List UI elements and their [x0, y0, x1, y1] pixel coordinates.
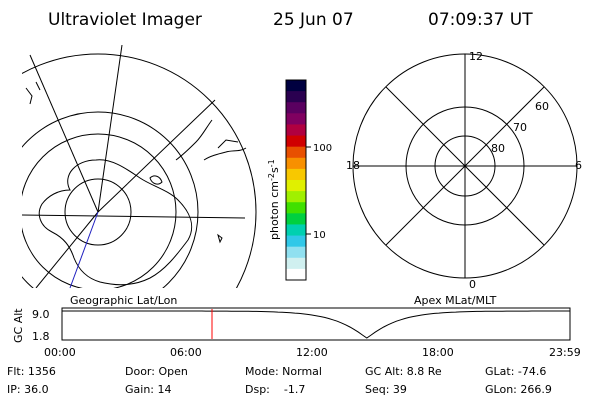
island-coast: [149, 175, 223, 244]
lat-circle-inner: [22, 133, 177, 288]
time-tick-2359: 23:59: [549, 346, 581, 359]
status-panel: Flt: 1356 Door: Open Mode: Normal GC Alt…: [7, 365, 552, 396]
africa-coast: [25, 81, 41, 105]
instrument-title: Ultraviolet Imager: [48, 10, 202, 30]
ip-value: IP: 36.0: [7, 383, 49, 396]
altitude-plot-frame: [61, 307, 571, 341]
lat-circle-outer: [22, 53, 257, 288]
time-tick-0600: 06:00: [170, 346, 202, 359]
geographic-map: Geographic Lat/Lon: [22, 45, 257, 307]
alt-tick-1-8: 1.8: [32, 330, 50, 343]
apex-caption: Apex MLat/MLT: [414, 294, 497, 307]
colorbar: 100 10 photon cm-2s-1: [267, 79, 332, 281]
door-status: Door: Open: [125, 365, 188, 378]
colorbar-swatch: [286, 224, 306, 237]
colorbar-swatch: [286, 202, 306, 214]
colorbar-swatch: [286, 268, 306, 281]
south-america-coast: [175, 119, 247, 161]
dsp-value: Dsp: -1.7: [245, 383, 305, 396]
time-tick-1200: 12:00: [296, 346, 328, 359]
colorbar-swatch: [286, 135, 306, 148]
time-tick-1800: 18:00: [422, 346, 454, 359]
colorbar-swatch: [286, 146, 306, 159]
time-label: 07:09:37 UT: [428, 10, 533, 30]
meridian-horizontal: [22, 214, 246, 219]
satellite-track: [69, 211, 99, 289]
mlat-label-80: 80: [491, 142, 505, 155]
apex-polar-plot: [352, 53, 578, 279]
geographic-latitude: GLat: -74.6: [485, 365, 546, 378]
colorbar-swatch: [286, 246, 306, 259]
mlt-diagonal-2: [385, 86, 545, 246]
colorbar-swatch: [286, 257, 306, 270]
lat-circle-pole: [64, 178, 132, 246]
sequence-number: Seq: 39: [365, 383, 407, 396]
mlat-label-60: 60: [535, 100, 549, 113]
gain-value: Gain: 14: [125, 383, 172, 396]
meridian-upper: [97, 45, 123, 213]
geographic-caption: Geographic Lat/Lon: [70, 294, 177, 307]
date-label: 25 Jun 07: [273, 10, 354, 30]
colorbar-unit-label: photon cm-2s-1: [267, 159, 281, 240]
mlt-label-18: 18: [346, 159, 360, 172]
altitude-curve: [62, 310, 570, 339]
colorbar-tick-label-100: 100: [313, 143, 332, 154]
meridian-lower-left: [35, 211, 99, 288]
colorbar-swatch: [286, 91, 306, 103]
colorbar-frame: [285, 79, 307, 281]
time-tick-0000: 00:00: [44, 346, 76, 359]
colorbar-swatch: [286, 180, 306, 192]
colorbar-swatch: [286, 102, 306, 114]
flight-number: Flt: 1356: [7, 365, 56, 378]
colorbar-swatch: [286, 191, 306, 203]
colorbar-swatch: [286, 80, 306, 92]
altitude-timeline: GC Alt 9.0 1.8 00:00 06:00 12:00 18:00 2…: [12, 307, 581, 359]
colorbar-swatch: [286, 113, 306, 125]
mlt-label-6: 6: [575, 159, 582, 172]
lat-circle-mid: [22, 111, 199, 288]
colorbar-swatch: [286, 235, 306, 248]
colorbar-swatch: [286, 213, 306, 225]
mode-status: Mode: Normal: [245, 365, 322, 378]
colorbar-swatch: [286, 157, 306, 170]
colorbar-tick-label-10: 10: [313, 230, 326, 241]
meridian-upper-right: [97, 99, 216, 213]
mlat-label-70: 70: [513, 121, 527, 134]
alt-tick-9: 9.0: [32, 308, 50, 321]
altitude-axis-label: GC Alt: [12, 308, 25, 343]
colorbar-swatch: [286, 124, 306, 137]
gc-altitude: GC Alt: 8.8 Re: [365, 365, 442, 378]
mlt-label-12: 12: [469, 50, 483, 63]
colorbar-swatch: [286, 168, 306, 181]
meridian-upper-left: [29, 54, 99, 213]
antarctica-coastline: [38, 159, 193, 286]
geographic-longitude: GLon: 266.9: [485, 383, 552, 396]
mlt-label-0: 0: [469, 278, 476, 291]
